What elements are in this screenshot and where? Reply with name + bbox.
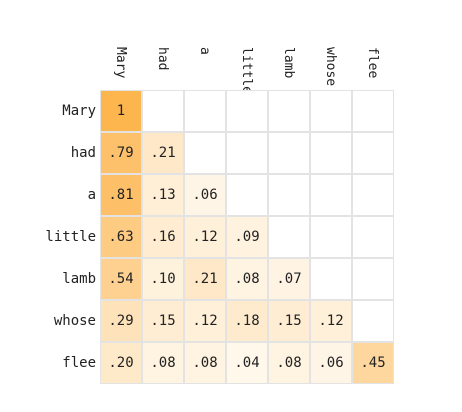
heatmap-cell bbox=[226, 90, 268, 132]
heatmap-cell: .54 bbox=[100, 258, 142, 300]
heatmap-cell: .15 bbox=[142, 300, 184, 342]
heatmap-cell: .06 bbox=[184, 174, 226, 216]
row-label: lamb bbox=[62, 271, 96, 287]
heatmap-cell: .12 bbox=[184, 216, 226, 258]
heatmap-cell: .15 bbox=[268, 300, 310, 342]
heatmap-cell bbox=[352, 174, 394, 216]
heatmap-cell: .12 bbox=[184, 300, 226, 342]
heatmap-cell bbox=[268, 132, 310, 174]
column-label: flee bbox=[365, 47, 380, 79]
row-label: Mary bbox=[62, 103, 96, 119]
heatmap-cell bbox=[352, 300, 394, 342]
row-label: little bbox=[45, 229, 96, 245]
row-label: a bbox=[87, 187, 96, 203]
column-label: a bbox=[197, 47, 212, 55]
heatmap-cell bbox=[352, 132, 394, 174]
heatmap-cell: .81 bbox=[100, 174, 142, 216]
heatmap-cell: .06 bbox=[310, 342, 352, 384]
column-label: lamb bbox=[281, 47, 296, 79]
heatmap-cell bbox=[352, 258, 394, 300]
heatmap-cell bbox=[184, 90, 226, 132]
heatmap-cell: .10 bbox=[142, 258, 184, 300]
heatmap-cell bbox=[184, 132, 226, 174]
heatmap-cell: .09 bbox=[226, 216, 268, 258]
heatmap-grid: 1.79.21.81.13.06.63.16.12.09.54.10.21.08… bbox=[100, 90, 394, 384]
heatmap-cell: .21 bbox=[142, 132, 184, 174]
heatmap-cell: .08 bbox=[184, 342, 226, 384]
heatmap-cell bbox=[268, 216, 310, 258]
heatmap-cell: .08 bbox=[226, 258, 268, 300]
heatmap-cell bbox=[352, 90, 394, 132]
heatmap-cell bbox=[268, 174, 310, 216]
heatmap-cell: .79 bbox=[100, 132, 142, 174]
column-label: had bbox=[155, 47, 170, 71]
row-label: had bbox=[70, 145, 96, 161]
row-label: flee bbox=[62, 355, 96, 371]
heatmap-cell: .07 bbox=[268, 258, 310, 300]
heatmap-cell bbox=[310, 132, 352, 174]
heatmap-cell bbox=[310, 258, 352, 300]
heatmap-cell bbox=[226, 132, 268, 174]
heatmap-cell: .29 bbox=[100, 300, 142, 342]
heatmap-cell bbox=[352, 216, 394, 258]
heatmap-cell: .08 bbox=[142, 342, 184, 384]
heatmap-cell: .18 bbox=[226, 300, 268, 342]
heatmap-cell bbox=[310, 90, 352, 132]
row-label: whose bbox=[53, 313, 96, 329]
heatmap-cell bbox=[226, 174, 268, 216]
heatmap-cell bbox=[310, 216, 352, 258]
heatmap-cell bbox=[310, 174, 352, 216]
heatmap-cell: .16 bbox=[142, 216, 184, 258]
heatmap-cell bbox=[142, 90, 184, 132]
heatmap-cell: .12 bbox=[310, 300, 352, 342]
heatmap-cell bbox=[268, 90, 310, 132]
heatmap-cell: .45 bbox=[352, 342, 394, 384]
heatmap-cell: .20 bbox=[100, 342, 142, 384]
heatmap-cell: .04 bbox=[226, 342, 268, 384]
heatmap-cell: .21 bbox=[184, 258, 226, 300]
column-label: little bbox=[239, 47, 254, 94]
column-label: whose bbox=[323, 47, 338, 87]
column-label: Mary bbox=[113, 47, 128, 79]
heatmap-cell: .13 bbox=[142, 174, 184, 216]
heatmap-cell: .63 bbox=[100, 216, 142, 258]
heatmap-cell: .08 bbox=[268, 342, 310, 384]
heatmap-cell: 1 bbox=[100, 90, 142, 132]
